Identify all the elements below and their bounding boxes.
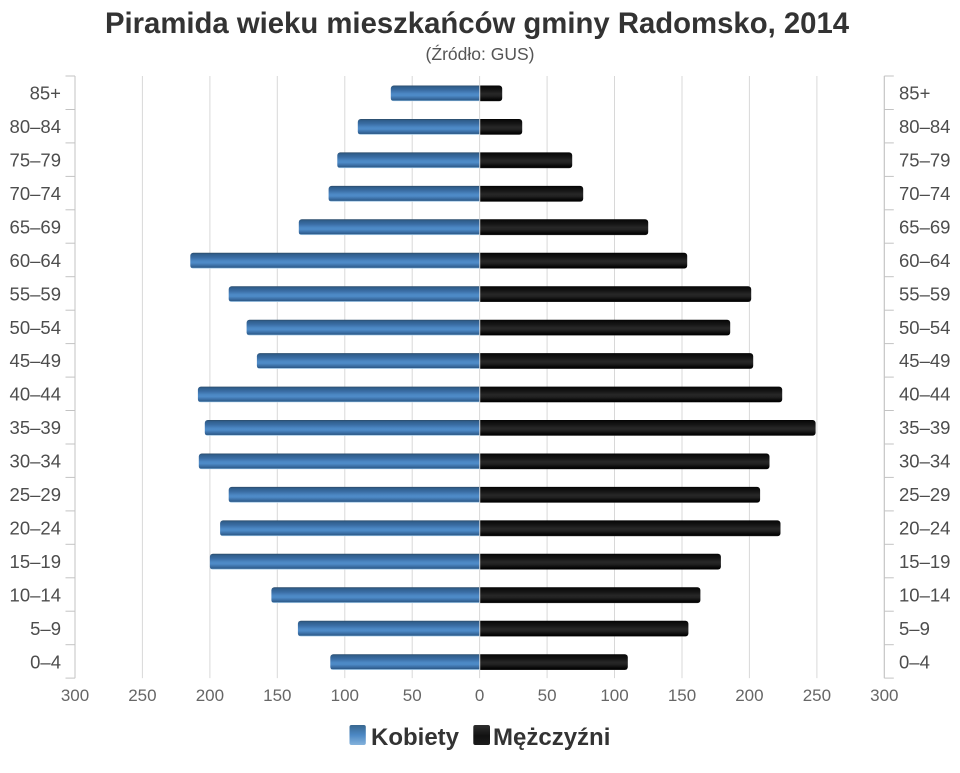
svg-text:60–64: 60–64: [10, 250, 61, 271]
svg-text:70–74: 70–74: [899, 183, 950, 204]
svg-text:50: 50: [538, 686, 557, 705]
svg-text:30–34: 30–34: [10, 451, 61, 472]
svg-text:10–14: 10–14: [10, 584, 61, 605]
svg-text:35–39: 35–39: [10, 417, 61, 438]
svg-text:0–4: 0–4: [30, 651, 61, 672]
svg-text:300: 300: [61, 686, 89, 705]
svg-text:75–79: 75–79: [899, 150, 950, 171]
svg-text:(Źródło: GUS): (Źródło: GUS): [426, 44, 535, 64]
svg-text:300: 300: [870, 686, 898, 705]
svg-text:0–4: 0–4: [899, 651, 930, 672]
svg-text:20–24: 20–24: [899, 518, 950, 539]
svg-text:50: 50: [403, 686, 422, 705]
svg-text:15–19: 15–19: [899, 551, 950, 572]
svg-text:200: 200: [196, 686, 224, 705]
svg-text:25–29: 25–29: [899, 484, 950, 505]
svg-text:250: 250: [803, 686, 831, 705]
svg-text:50–54: 50–54: [899, 317, 950, 338]
svg-text:50–54: 50–54: [10, 317, 61, 338]
svg-text:100: 100: [331, 686, 359, 705]
svg-text:40–44: 40–44: [899, 384, 950, 405]
svg-text:150: 150: [668, 686, 696, 705]
svg-text:200: 200: [735, 686, 763, 705]
svg-text:5–9: 5–9: [899, 618, 930, 639]
svg-text:60–64: 60–64: [899, 250, 950, 271]
svg-text:45–49: 45–49: [899, 350, 950, 371]
svg-text:10–14: 10–14: [899, 584, 950, 605]
svg-text:Piramida wieku mieszkańców gmi: Piramida wieku mieszkańców gminy Radomsk…: [105, 7, 850, 40]
svg-text:45–49: 45–49: [10, 350, 61, 371]
svg-text:85+: 85+: [30, 83, 61, 104]
svg-text:25–29: 25–29: [10, 484, 61, 505]
svg-text:Mężczyźni: Mężczyźni: [493, 724, 610, 751]
svg-text:55–59: 55–59: [899, 283, 950, 304]
svg-text:75–79: 75–79: [10, 150, 61, 171]
svg-text:150: 150: [263, 686, 291, 705]
svg-text:40–44: 40–44: [10, 384, 61, 405]
svg-text:55–59: 55–59: [10, 283, 61, 304]
svg-text:85+: 85+: [899, 83, 930, 104]
svg-text:65–69: 65–69: [10, 216, 61, 237]
svg-text:250: 250: [128, 686, 156, 705]
svg-text:Kobiety: Kobiety: [371, 724, 460, 751]
svg-text:65–69: 65–69: [899, 216, 950, 237]
svg-text:100: 100: [600, 686, 628, 705]
svg-text:20–24: 20–24: [10, 518, 61, 539]
svg-text:35–39: 35–39: [899, 417, 950, 438]
svg-text:5–9: 5–9: [30, 618, 61, 639]
svg-text:0: 0: [475, 686, 484, 705]
svg-text:30–34: 30–34: [899, 451, 950, 472]
svg-text:80–84: 80–84: [10, 116, 61, 137]
svg-text:15–19: 15–19: [10, 551, 61, 572]
svg-text:80–84: 80–84: [899, 116, 950, 137]
svg-text:70–74: 70–74: [10, 183, 61, 204]
